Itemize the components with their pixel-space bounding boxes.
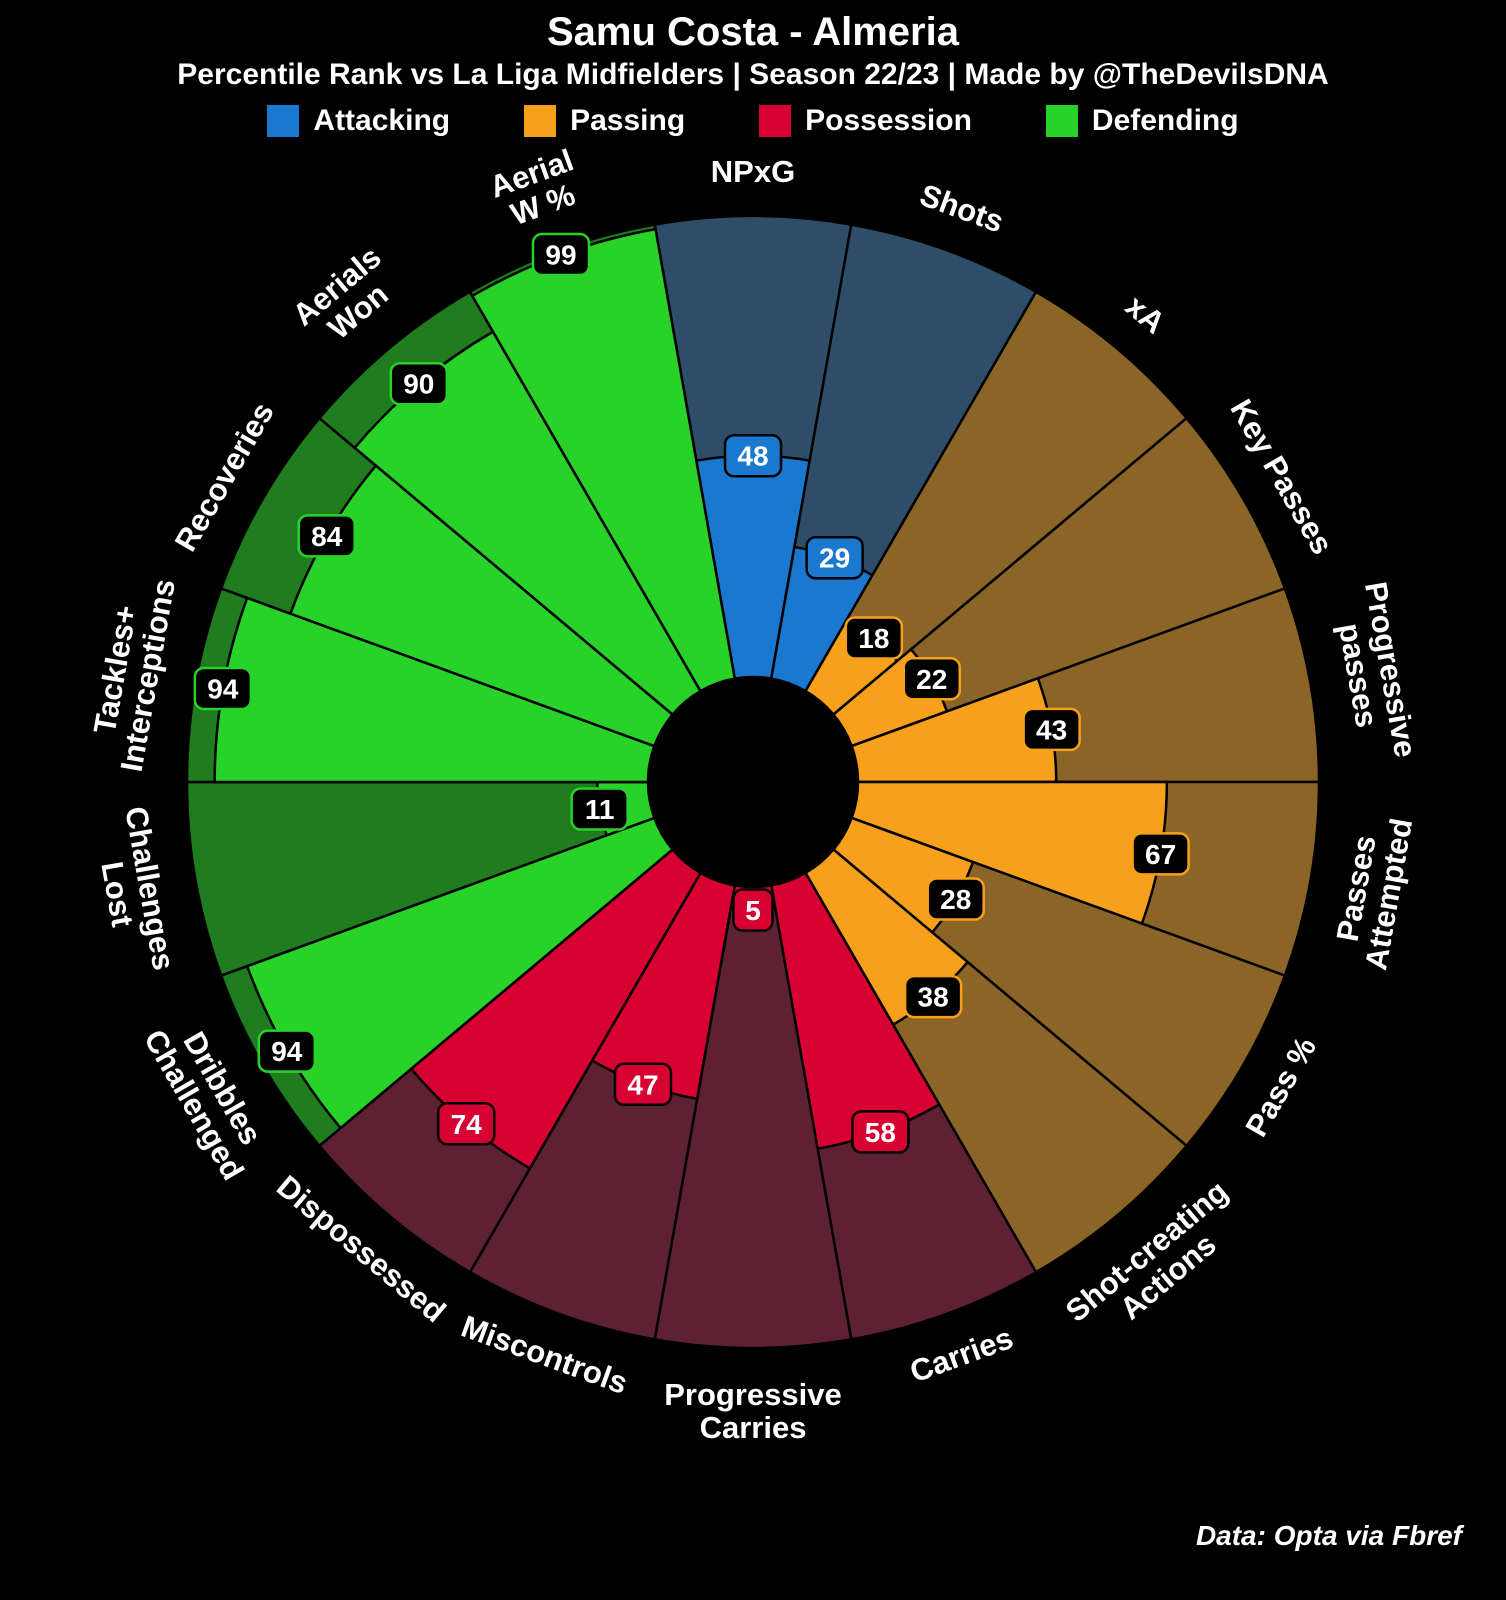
value-label-aerial-w: 99: [545, 239, 576, 270]
defending-swatch-icon: [1045, 105, 1078, 137]
value-box-progressive-passes: [1022, 707, 1081, 752]
value-label-miscontrols: 47: [627, 1069, 658, 1100]
param-label-aerials-won: AerialsWon: [286, 239, 409, 358]
data-credit: Data: Opta via Fbref: [1195, 1520, 1462, 1551]
value-box-xa: [844, 616, 904, 660]
legend-item-attacking: Attacking: [267, 104, 450, 138]
value-box-passes-attempted: [1131, 832, 1190, 876]
value-box-dribbles-challenged: [257, 1029, 317, 1073]
param-label-progressive-passes: Progressivepasses: [1326, 579, 1424, 766]
param-label-challenges-lost: ChallengesLost: [86, 804, 182, 979]
value-label-progressive-passes: 43: [1036, 714, 1067, 745]
value-box-carries: [851, 1110, 910, 1154]
value-label-key-passes: 22: [916, 664, 947, 695]
value-box-miscontrols: [613, 1062, 673, 1107]
value-label-dribbles-challenged: 94: [271, 1036, 303, 1067]
value-box-dispossessed: [436, 1102, 496, 1146]
legend-label-defending: Defending: [1091, 104, 1239, 137]
value-box-progressive-carries: [732, 888, 774, 932]
value-box-aerials-won: [389, 361, 449, 406]
value-label-progressive-carries: 5: [745, 895, 761, 926]
value-box-pass: [926, 877, 985, 921]
param-label-passes-attempted: PassesAttempted: [1326, 810, 1420, 973]
param-label-shots: Shots: [915, 177, 1008, 239]
value-label-carries: 58: [865, 1117, 896, 1148]
value-label-xa: 18: [858, 623, 889, 654]
legend-item-defending: Defending: [1045, 104, 1239, 138]
value-box-recoveries: [297, 514, 356, 558]
value-label-challenges-lost: 11: [585, 794, 615, 825]
param-label-aerial-w: AerialW %: [485, 142, 589, 235]
legend-item-passing: Passing: [524, 104, 685, 138]
value-label-recoveries: 84: [311, 521, 343, 552]
value-label-aerials-won: 90: [403, 369, 434, 400]
page-subtitle: Percentile Rank vs La Liga Midfielders |…: [177, 58, 1329, 91]
value-box-challenges-lost: [570, 787, 629, 831]
value-box-aerial-w: [531, 232, 591, 277]
value-box-shots: [805, 535, 864, 580]
legend-label-possession: Possession: [805, 104, 972, 137]
value-label-pass: 28: [940, 884, 971, 915]
chart-inner-hole: [648, 677, 858, 887]
legend-label-passing: Passing: [570, 104, 686, 137]
value-box-tackles-interceptions: [193, 666, 253, 711]
param-label-xa: xA: [1119, 288, 1172, 340]
chart-legend: Attacking Passing Possession Defending: [0, 104, 1506, 138]
value-box-shot-creating-actions: [903, 974, 963, 1019]
passing-swatch-icon: [524, 105, 557, 137]
value-label-passes-attempted: 67: [1145, 839, 1176, 870]
possession-swatch-icon: [759, 105, 792, 137]
value-label-tackles-interceptions: 94: [207, 674, 239, 705]
value-box-key-passes: [902, 657, 962, 701]
param-label-tackles-interceptions: Tackles+Interceptions: [81, 571, 182, 775]
value-label-dispossessed: 74: [451, 1109, 483, 1140]
page-title: Samu Costa - Almeria: [547, 10, 959, 54]
value-label-npxg: 48: [737, 441, 768, 472]
param-label-carries: Carries: [905, 1320, 1017, 1389]
value-label-shots: 29: [819, 543, 850, 574]
value-box-npxg: [723, 433, 783, 478]
attacking-swatch-icon: [267, 105, 300, 137]
value-label-shot-creating-actions: 38: [918, 982, 949, 1013]
chart-header: Samu Costa - Almeria Percentile Rank vs …: [0, 10, 1506, 138]
legend-label-attacking: Attacking: [313, 104, 451, 137]
param-label-npxg: NPxG: [711, 154, 795, 189]
param-label-progressive-carries: Progressive Carries: [664, 1377, 842, 1445]
legend-item-possession: Possession: [759, 104, 972, 138]
